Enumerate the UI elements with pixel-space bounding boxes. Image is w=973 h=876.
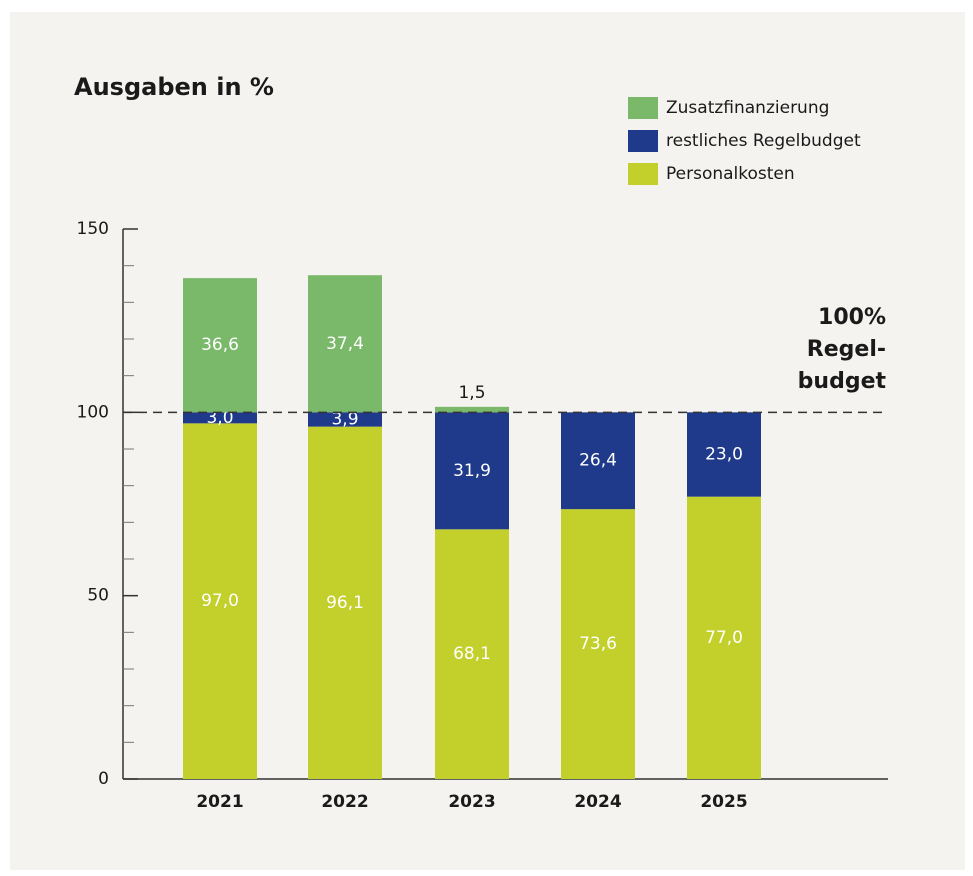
annotation: 100% xyxy=(818,305,886,330)
bar-segment xyxy=(561,412,635,510)
y-tick-label: 100 xyxy=(77,402,109,422)
legend-swatch xyxy=(628,163,658,185)
legend-swatch xyxy=(628,130,658,152)
bar-segment xyxy=(183,423,257,779)
data-label: 77,0 xyxy=(705,628,743,648)
bar-segment xyxy=(308,275,382,413)
data-label: 73,6 xyxy=(579,634,617,654)
annotation: budget xyxy=(798,369,887,394)
bar-segment xyxy=(308,412,382,427)
legend-label: Personalkosten xyxy=(666,164,795,184)
data-label: 23,0 xyxy=(705,445,743,465)
x-tick-label: 2023 xyxy=(448,792,495,812)
legend-label: restliches Regelbudget xyxy=(666,131,861,151)
data-label: 26,4 xyxy=(579,451,617,471)
data-label: 97,0 xyxy=(201,591,239,611)
bar-segment xyxy=(561,509,635,779)
legend-label: Zusatzfinanzierung xyxy=(666,98,829,118)
bar-segment xyxy=(687,496,761,779)
data-label: 31,9 xyxy=(453,461,491,481)
legend-swatch xyxy=(628,97,658,119)
x-tick-label: 2024 xyxy=(574,792,621,812)
data-label: 36,6 xyxy=(201,335,239,355)
bar-segment xyxy=(308,426,382,779)
data-label: 3,9 xyxy=(331,409,358,429)
y-tick-label: 150 xyxy=(77,219,109,239)
x-tick-label: 2025 xyxy=(700,792,747,812)
annotation: Regel- xyxy=(807,337,886,362)
y-tick-label: 0 xyxy=(98,769,109,789)
bar-segment xyxy=(183,412,257,424)
x-tick-label: 2022 xyxy=(321,792,368,812)
bar-segment xyxy=(183,278,257,413)
data-label: 96,1 xyxy=(326,593,364,613)
bar-segment xyxy=(435,412,509,530)
bar-segment xyxy=(435,406,509,413)
y-tick-label: 50 xyxy=(87,586,109,606)
data-label: 1,5 xyxy=(458,383,485,403)
chart-title: Ausgaben in % xyxy=(74,73,274,101)
bar-segment xyxy=(435,529,509,779)
data-label: 37,4 xyxy=(326,334,364,354)
bar-segment xyxy=(687,412,761,497)
data-label: 68,1 xyxy=(453,644,491,664)
x-tick-label: 2021 xyxy=(196,792,243,812)
